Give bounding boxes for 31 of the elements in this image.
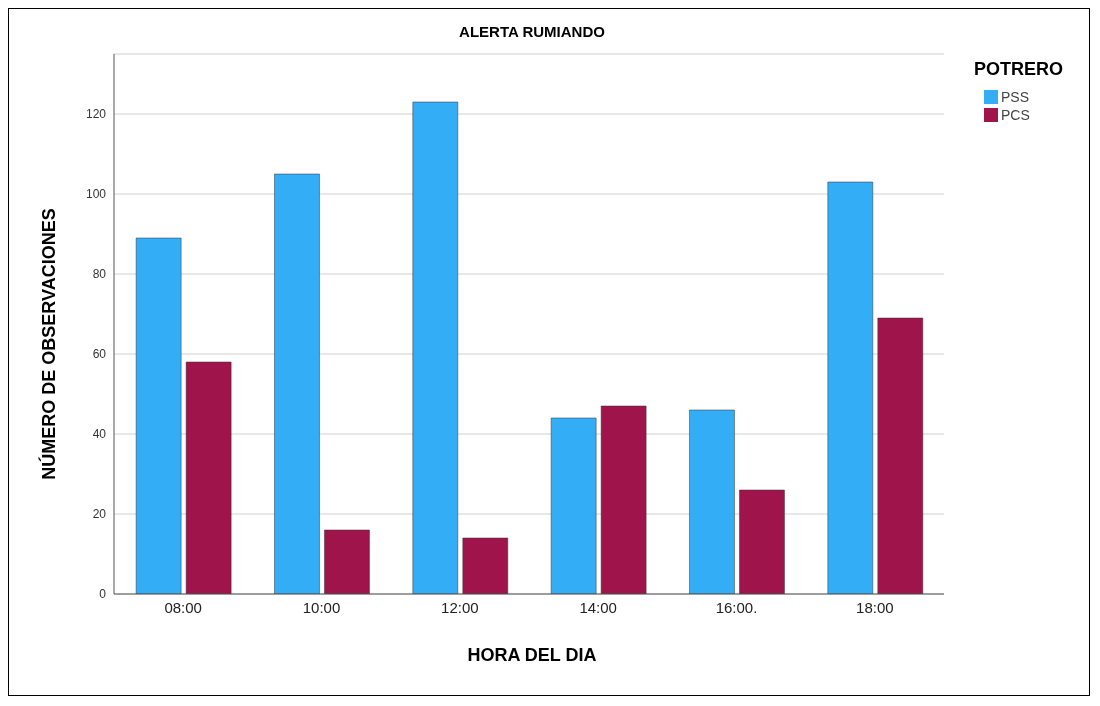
y-tick-label: 20 xyxy=(92,507,107,522)
bar xyxy=(827,181,874,594)
x-tick-label: 14:00 xyxy=(579,598,617,616)
bar xyxy=(135,237,182,594)
chart-title: ALERTA RUMIANDO xyxy=(458,23,606,40)
y-tick-label: 100 xyxy=(85,187,107,202)
bar xyxy=(877,317,924,594)
x-tick-label: 18:00 xyxy=(856,598,894,616)
bar xyxy=(739,489,785,594)
y-tick-label: 120 xyxy=(85,107,107,122)
y-axis-title: NÚMERO DE OBSERVACIONES xyxy=(38,208,60,480)
y-tick-label: 80 xyxy=(92,267,107,282)
x-tick-label: 16:00. xyxy=(715,598,758,616)
y-tick-label: 60 xyxy=(92,347,107,362)
bar xyxy=(600,405,647,594)
x-tick-label: 08:00 xyxy=(164,598,202,616)
bar xyxy=(324,529,370,594)
bar xyxy=(412,101,459,594)
x-tick-label: 12:00 xyxy=(441,598,479,616)
y-tick-label: 40 xyxy=(92,427,107,442)
x-tick-label: 10:00 xyxy=(302,598,341,616)
bar xyxy=(274,173,320,594)
bar xyxy=(689,409,735,594)
bar xyxy=(462,537,509,594)
legend-label: PCS xyxy=(1000,106,1031,124)
bar xyxy=(185,361,232,594)
legend-title: POTRERO xyxy=(974,59,1064,80)
legend-label: PSS xyxy=(1000,88,1030,106)
x-axis-title: HORA DEL DIA xyxy=(466,645,598,666)
y-tick-label: 0 xyxy=(99,587,107,602)
bar xyxy=(550,417,597,594)
